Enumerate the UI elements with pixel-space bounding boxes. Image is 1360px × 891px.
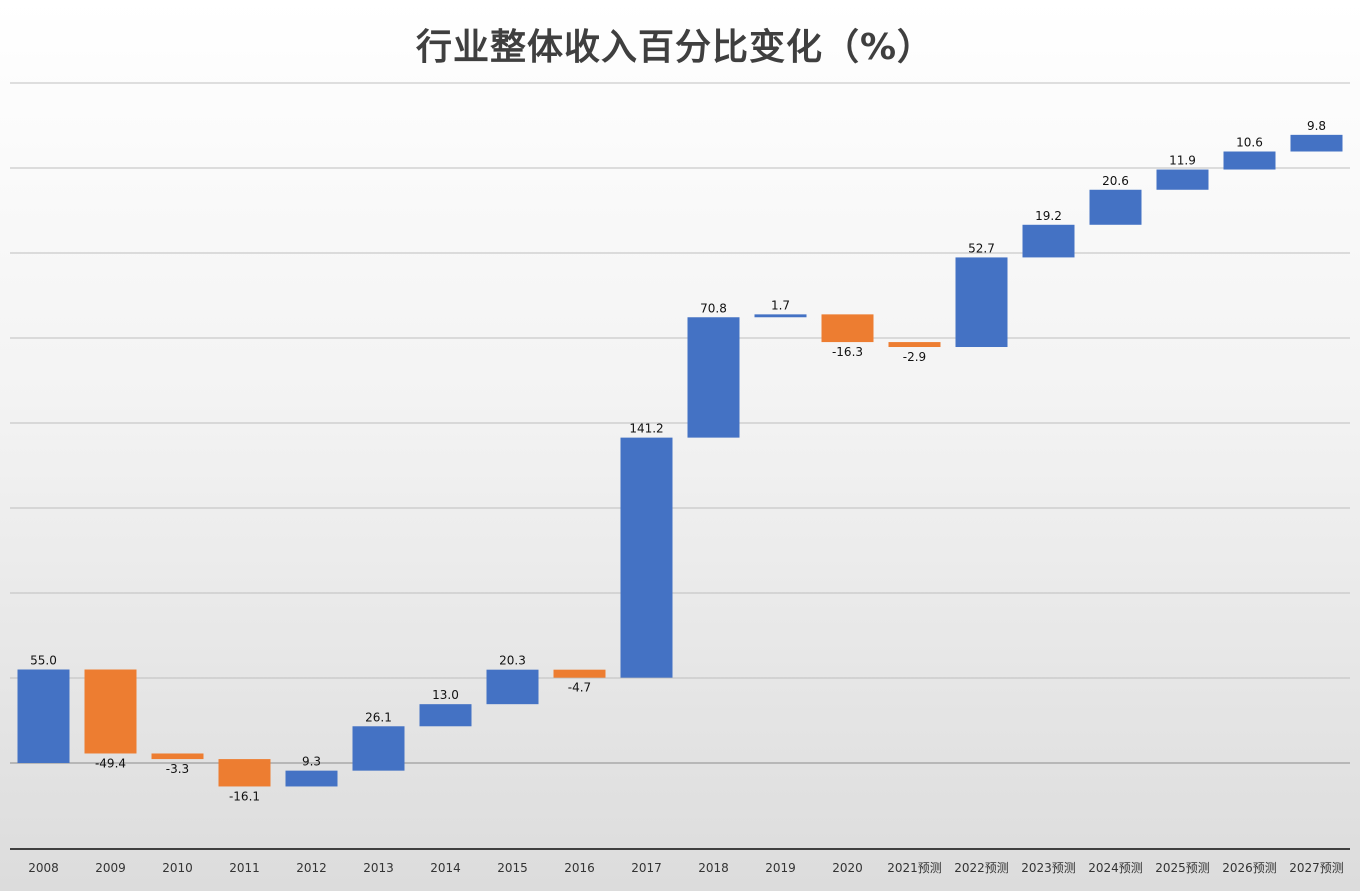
- bar-2010: [151, 753, 204, 760]
- data-labels: 55.0 -49.4 -3.3 -16.1 9.3 26.1 13.0 20.3 -4.7 141…: [30, 119, 1326, 804]
- data-label-2015: 20.3: [499, 654, 526, 668]
- x-tick-label-2013: 2013: [363, 861, 394, 875]
- data-label-2016: -4.7: [568, 681, 591, 695]
- data-label-2009: -49.4: [95, 756, 126, 770]
- x-tick-label-2012: 2012: [296, 861, 327, 875]
- x-tick-label-2022预测: 2022预测: [954, 861, 1009, 875]
- x-tick-label-2010: 2010: [162, 861, 193, 875]
- x-tick-label-2025预测: 2025预测: [1155, 861, 1210, 875]
- data-label-2011: -16.1: [229, 789, 260, 803]
- data-label-2021预测: -2.9: [903, 350, 926, 364]
- bar-2013: [352, 726, 405, 771]
- bar-2025预测: [1156, 169, 1209, 190]
- data-label-2013: 26.1: [365, 710, 392, 724]
- data-label-2022预测: 52.7: [968, 241, 995, 255]
- bar-2009: [84, 669, 137, 754]
- bar-2017: [620, 437, 673, 678]
- x-tick-label-2027预测: 2027预测: [1289, 861, 1344, 875]
- x-tick-label-2009: 2009: [95, 861, 126, 875]
- bars: [17, 134, 1343, 787]
- x-tick-label-2015: 2015: [497, 861, 528, 875]
- x-tick-label-2026预测: 2026预测: [1222, 861, 1277, 875]
- x-tick-label-2016: 2016: [564, 861, 595, 875]
- bar-2016: [553, 669, 606, 678]
- bar-2008: [17, 669, 70, 763]
- data-label-2012: 9.3: [302, 755, 321, 769]
- bar-2026预测: [1223, 151, 1276, 170]
- bar-2023预测: [1022, 224, 1075, 258]
- bar-2022预测: [955, 257, 1008, 348]
- bar-2015: [486, 669, 539, 705]
- data-label-2024预测: 20.6: [1102, 174, 1129, 188]
- chart-title: 行业整体收入百分比变化（%）: [415, 27, 935, 68]
- bar-2011: [218, 759, 271, 787]
- x-tick-label-2021预测: 2021预测: [887, 861, 942, 875]
- x-tick-label-2020: 2020: [832, 861, 863, 875]
- bar-2012: [285, 770, 338, 787]
- bar-2027预测: [1290, 134, 1343, 152]
- data-label-2025预测: 11.9: [1169, 154, 1196, 168]
- bar-2020: [821, 314, 874, 343]
- x-tick-label-2023预测: 2023预测: [1021, 861, 1076, 875]
- x-tick-label-2017: 2017: [631, 861, 662, 875]
- data-label-2008: 55.0: [30, 654, 57, 668]
- bar-2021预测: [888, 342, 941, 348]
- data-label-2026预测: 10.6: [1236, 136, 1263, 150]
- x-tick-label-2024预测: 2024预测: [1088, 861, 1143, 875]
- data-label-2010: -3.3: [166, 762, 189, 776]
- x-tick-label-2018: 2018: [698, 861, 729, 875]
- x-tick-label-2008: 2008: [28, 861, 59, 875]
- data-label-2023预测: 19.2: [1035, 209, 1062, 223]
- gridlines: [10, 82, 1350, 764]
- x-tick-label-2014: 2014: [430, 861, 461, 875]
- data-label-2027预测: 9.8: [1307, 119, 1326, 133]
- bar-2024预测: [1089, 189, 1142, 225]
- x-axis-tick-labels: 2008 2009 2010 2011 2012 2013 2014 2015 2016 2017…: [28, 861, 1344, 875]
- bar-2014: [419, 704, 472, 727]
- data-label-2020: -16.3: [832, 345, 863, 359]
- data-label-2019: 1.7: [771, 298, 790, 312]
- x-tick-label-2011: 2011: [229, 861, 260, 875]
- data-label-2017: 141.2: [629, 422, 663, 436]
- bar-2018: [687, 317, 740, 438]
- data-label-2014: 13.0: [432, 688, 459, 702]
- bar-2019: [754, 314, 807, 318]
- x-tick-label-2019: 2019: [765, 861, 796, 875]
- data-label-2018: 70.8: [700, 301, 727, 315]
